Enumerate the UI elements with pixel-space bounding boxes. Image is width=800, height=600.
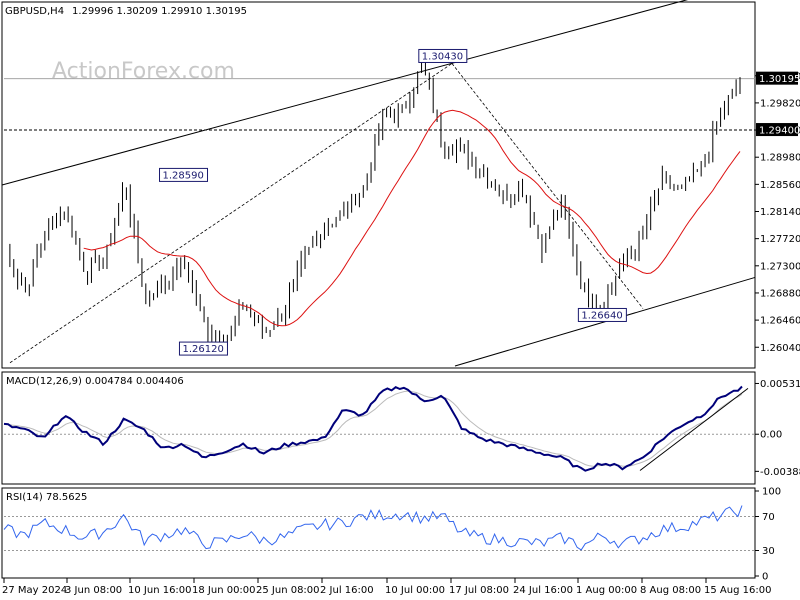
y-tick-label: 1.27720 [760,234,800,245]
x-tick-label: 25 Jun 08:00 [256,585,320,596]
rsi-tick-label: 0 [762,572,768,583]
moving-average-line [83,109,741,327]
y-tick-label: 1.28980 [760,153,800,164]
y-tick-label: 1.29820 [760,98,800,109]
chart-symbol: GBPUSD,H4 [5,6,64,17]
x-tick-label: 10 Jul 00:00 [385,585,445,596]
rsi-tick-label: 30 [762,546,775,557]
x-tick-label: 17 Jul 08:00 [449,585,509,596]
macd-panel [1,371,756,485]
price-annotation: 1.28590 [163,170,204,181]
channel-upper-line [1,0,689,186]
x-tick-label: 18 Jun 00:00 [192,585,256,596]
last-price-tag: 1.30195 [759,74,800,85]
x-tick-label: 27 May 2024 [2,585,67,596]
x-tick-label: 24 Jul 16:00 [513,585,573,596]
rsi-title: RSI(14) 78.5625 [6,492,87,503]
x-tick-label: 1 Aug 00:00 [576,585,637,596]
y-tick-label: 1.26040 [760,343,800,354]
macd-title: MACD(12,26,9) 0.004784 0.004406 [6,376,184,387]
y-tick-label: 1.26880 [760,288,800,299]
price-annotation-box [159,167,209,182]
level-price-tag: 1.29400 [759,126,800,137]
chart-ohlc: 1.29996 1.30209 1.29910 1.30195 [72,6,247,17]
price-panel [1,1,756,369]
price-annotation-box [418,48,468,63]
x-tick-label: 3 Jun 08:00 [65,585,122,596]
y-tick-label: 1.28140 [760,207,800,218]
x-tick-label: 8 Aug 08:00 [640,585,701,596]
watermark: ActionForex.com [52,59,235,84]
macd-line [3,385,743,472]
price-annotation: 1.26640 [581,310,622,321]
rsi-panel [1,487,756,579]
y-tick-label: 1.27300 [760,261,800,272]
x-tick-label: 2 Jul 16:00 [320,585,374,596]
macd-tick-label: -0.003885 [760,467,800,478]
rsi-tick-label: 100 [762,487,781,498]
macd-trendline [639,387,749,471]
rsi-line [3,505,743,551]
price-annotation-box [577,307,627,322]
macd-tick-label: 0.005314 [760,379,800,390]
y-tick-label: 1.28560 [760,180,800,191]
dashed-decline-line [451,63,644,309]
price-annotation: 1.26120 [182,344,223,355]
x-tick-label: 10 Jun 16:00 [128,585,192,596]
macd-tick-label: 0.00 [760,430,782,441]
price-annotation: 1.30430 [422,51,463,62]
x-tick-label: 15 Aug 16:00 [704,585,771,596]
last-price-tag-box [756,71,798,85]
y-tick-label: 1.26460 [760,316,800,327]
level-price-tag-box [756,123,798,137]
rsi-tick-label: 70 [762,512,775,523]
price-annotation-box [178,341,228,356]
dashed-rally-line [9,63,453,364]
